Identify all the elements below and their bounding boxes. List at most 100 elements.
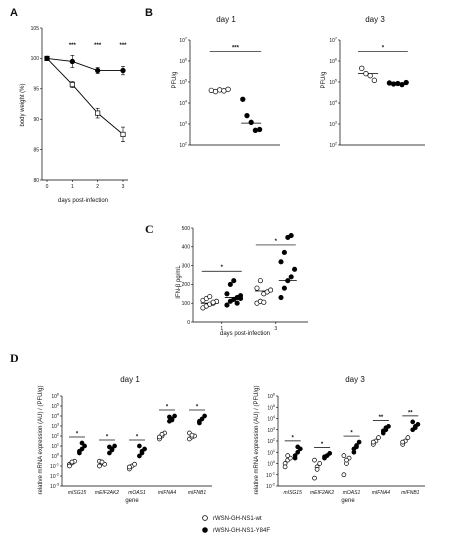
panel-d-day1-point-wt <box>67 463 72 469</box>
panel-a-x-tick-label: 1 <box>71 184 74 190</box>
panel-letter-c: C <box>145 222 154 236</box>
panel-d-day3-point-wt <box>341 453 347 458</box>
panel-d-day1-point-wt <box>132 461 137 467</box>
panel-b-day3-y-tick-label: 103 <box>329 121 337 129</box>
panel-d-day1-y-tick-label: 101 <box>51 443 59 451</box>
panel-a-y-axis-label: body weight (%) <box>20 83 26 126</box>
panel-b-day3-point-y84f <box>399 81 405 88</box>
panel-d-day3-y-tick-label: 10-2 <box>266 483 275 491</box>
panel-d-day3-y-tick-label: 10-1 <box>266 471 275 479</box>
panel-b-day1-significance: *** <box>232 46 240 52</box>
panel-d-day1-y-tick-label: 100 <box>51 453 59 461</box>
panel-d-day3-point-y84f <box>322 454 327 460</box>
panel-c-point-y84f <box>288 274 294 280</box>
panel-d-day3-point-wt <box>341 472 347 478</box>
panel-d-day1-y-tick-label: 106 <box>51 393 59 401</box>
panel-d-day3-point-wt <box>405 435 411 440</box>
panel-d-day3-point-y84f <box>412 425 418 431</box>
panel-c-y-tick-label: 300 <box>182 263 191 269</box>
panel-c-point-wt <box>210 299 216 305</box>
panel-d-day3-significance: ** <box>408 410 413 416</box>
panel-d-day1-x-tick-label: mIFNA4 <box>158 490 177 496</box>
panel-d-day1-point-wt <box>69 459 75 465</box>
panel-a-significance: *** <box>69 43 77 49</box>
panel-a-point-y84f <box>69 58 75 65</box>
panel-letter-b: B <box>145 7 153 19</box>
panel-b-day1-point-wt <box>225 86 231 92</box>
panel-b-day3-y-tick-label: 102 <box>329 142 337 150</box>
panel-b-day3-y-tick-label: 107 <box>329 37 337 45</box>
panel-b-day3-point-wt <box>367 73 373 79</box>
panel-d-day3-x-tick-label: mOAS1 <box>343 490 361 496</box>
panel-c-x-axis-label: days post-infection <box>220 331 270 337</box>
panel-d-day1-point-wt <box>99 459 105 465</box>
panel-a-point-wt <box>69 81 75 88</box>
panel-d-day1-point-y84f <box>137 443 142 449</box>
panel-b-day1-y-tick-label: 102 <box>179 142 187 150</box>
panel-d-day3-point-y84f <box>415 422 421 427</box>
panel-c-y-tick-label: 200 <box>182 282 191 288</box>
panel-c-point-wt <box>207 294 213 300</box>
panel-c-point-y84f <box>224 302 230 308</box>
panel-a-line-wt <box>46 58 124 135</box>
panel-d-day1-significance: * <box>166 405 169 411</box>
panel-c-y-tick-label: 100 <box>182 301 191 307</box>
panel-b-day1-y-tick-label: 104 <box>179 100 187 108</box>
panel-d-day3-x-tick-label: mIFNB1 <box>401 490 420 496</box>
panel-d-day3-significance: * <box>292 435 295 441</box>
panel-c-x-tick-label: 1 <box>220 326 223 332</box>
panel-b-day3-point-y84f <box>403 79 409 86</box>
panel-b-day1-point-y84f <box>248 119 254 125</box>
panel-c-significance: * <box>275 239 278 245</box>
panel-b-day1-y-tick-label: 107 <box>179 37 187 45</box>
panel-b-day1-chart: 102 103 104 105 106 107 *** <box>179 37 280 150</box>
panel-d-day3-y-axis-label: relative mRNA expression (AU) / (PFU/g) <box>254 385 260 494</box>
panel-d-day1-point-y84f <box>107 450 112 456</box>
panel-d-day1-x-tick-label: mEIF2AK2 <box>95 490 119 496</box>
panel-d-day3-point-y84f <box>327 450 333 456</box>
panel-d-day1-point-wt <box>189 432 195 438</box>
panel-d-day1-y-tick-label: 105 <box>51 403 59 411</box>
panel-d-day1-point-wt <box>157 434 162 440</box>
panel-c-point-y84f <box>281 249 287 255</box>
panel-a-point-wt <box>95 110 101 116</box>
panel-d-day3-x-tick-label: mIFNA4 <box>372 490 391 496</box>
panel-d-day3-point-wt <box>312 475 317 481</box>
panel-b-day3-y-axis-label: PFU/g <box>321 71 327 88</box>
panel-a-significance: *** <box>119 43 127 49</box>
panel-d-day3-point-y84f <box>351 446 357 452</box>
panel-letter-a: A <box>10 7 18 19</box>
panel-d-day3-point-y84f <box>292 455 298 461</box>
panel-d-day3-point-y84f <box>356 439 362 445</box>
panel-d-day1-point-y84f <box>107 444 112 450</box>
panel-d-day1-point-wt <box>97 463 102 469</box>
panel-a-point-y84f <box>120 67 126 74</box>
legend-wt-label: rWSN-GH-NS1-wt <box>213 516 262 522</box>
panel-d-day1-point-y84f <box>82 443 87 449</box>
panel-a-significance: *** <box>94 43 102 49</box>
panel-d-day3-y-tick-label: 101 <box>267 449 275 457</box>
panel-d-day3-significance: * <box>321 442 324 448</box>
panel-d-day1-point-y84f <box>169 417 175 423</box>
panel-b-day3-point-wt <box>359 65 365 71</box>
panel-b-day1-point-y84f <box>244 112 250 119</box>
panel-a-chart: 80 85 90 95 100 105 0 1 2 3 *** *** *** <box>31 26 128 190</box>
panel-a-y-tick-label: 105 <box>31 26 40 32</box>
panel-d-day3-point-wt <box>312 457 317 463</box>
panel-d-day3-point-wt <box>400 439 406 445</box>
panel-d-day3-y-tick-label: 103 <box>267 426 275 434</box>
panel-b-day3-significance: * <box>382 46 385 52</box>
panel-c-significance: * <box>221 265 224 271</box>
panel-d-day1-x-axis-label: gene <box>125 498 139 504</box>
panel-a-y-tick-label: 90 <box>33 117 39 123</box>
panel-c-point-y84f <box>292 266 298 272</box>
panel-d-day1-significance: * <box>196 405 199 411</box>
panel-a-x-tick-label: 3 <box>122 184 125 190</box>
panel-a-x-tick-label: 0 <box>46 184 49 190</box>
panel-d-day1-chart: 10-3 10-2 10-1 100 101 102 103 104 105 106 mISG15 *… <box>50 393 212 496</box>
panel-c-y-tick-label: 0 <box>187 320 190 326</box>
panel-d-day3-point-y84f <box>383 425 389 431</box>
panel-d-day3-x-tick-label: mEIF2AK2 <box>310 490 334 496</box>
panel-c-point-wt <box>257 278 263 284</box>
panel-d-day1-point-y84f <box>167 414 172 420</box>
